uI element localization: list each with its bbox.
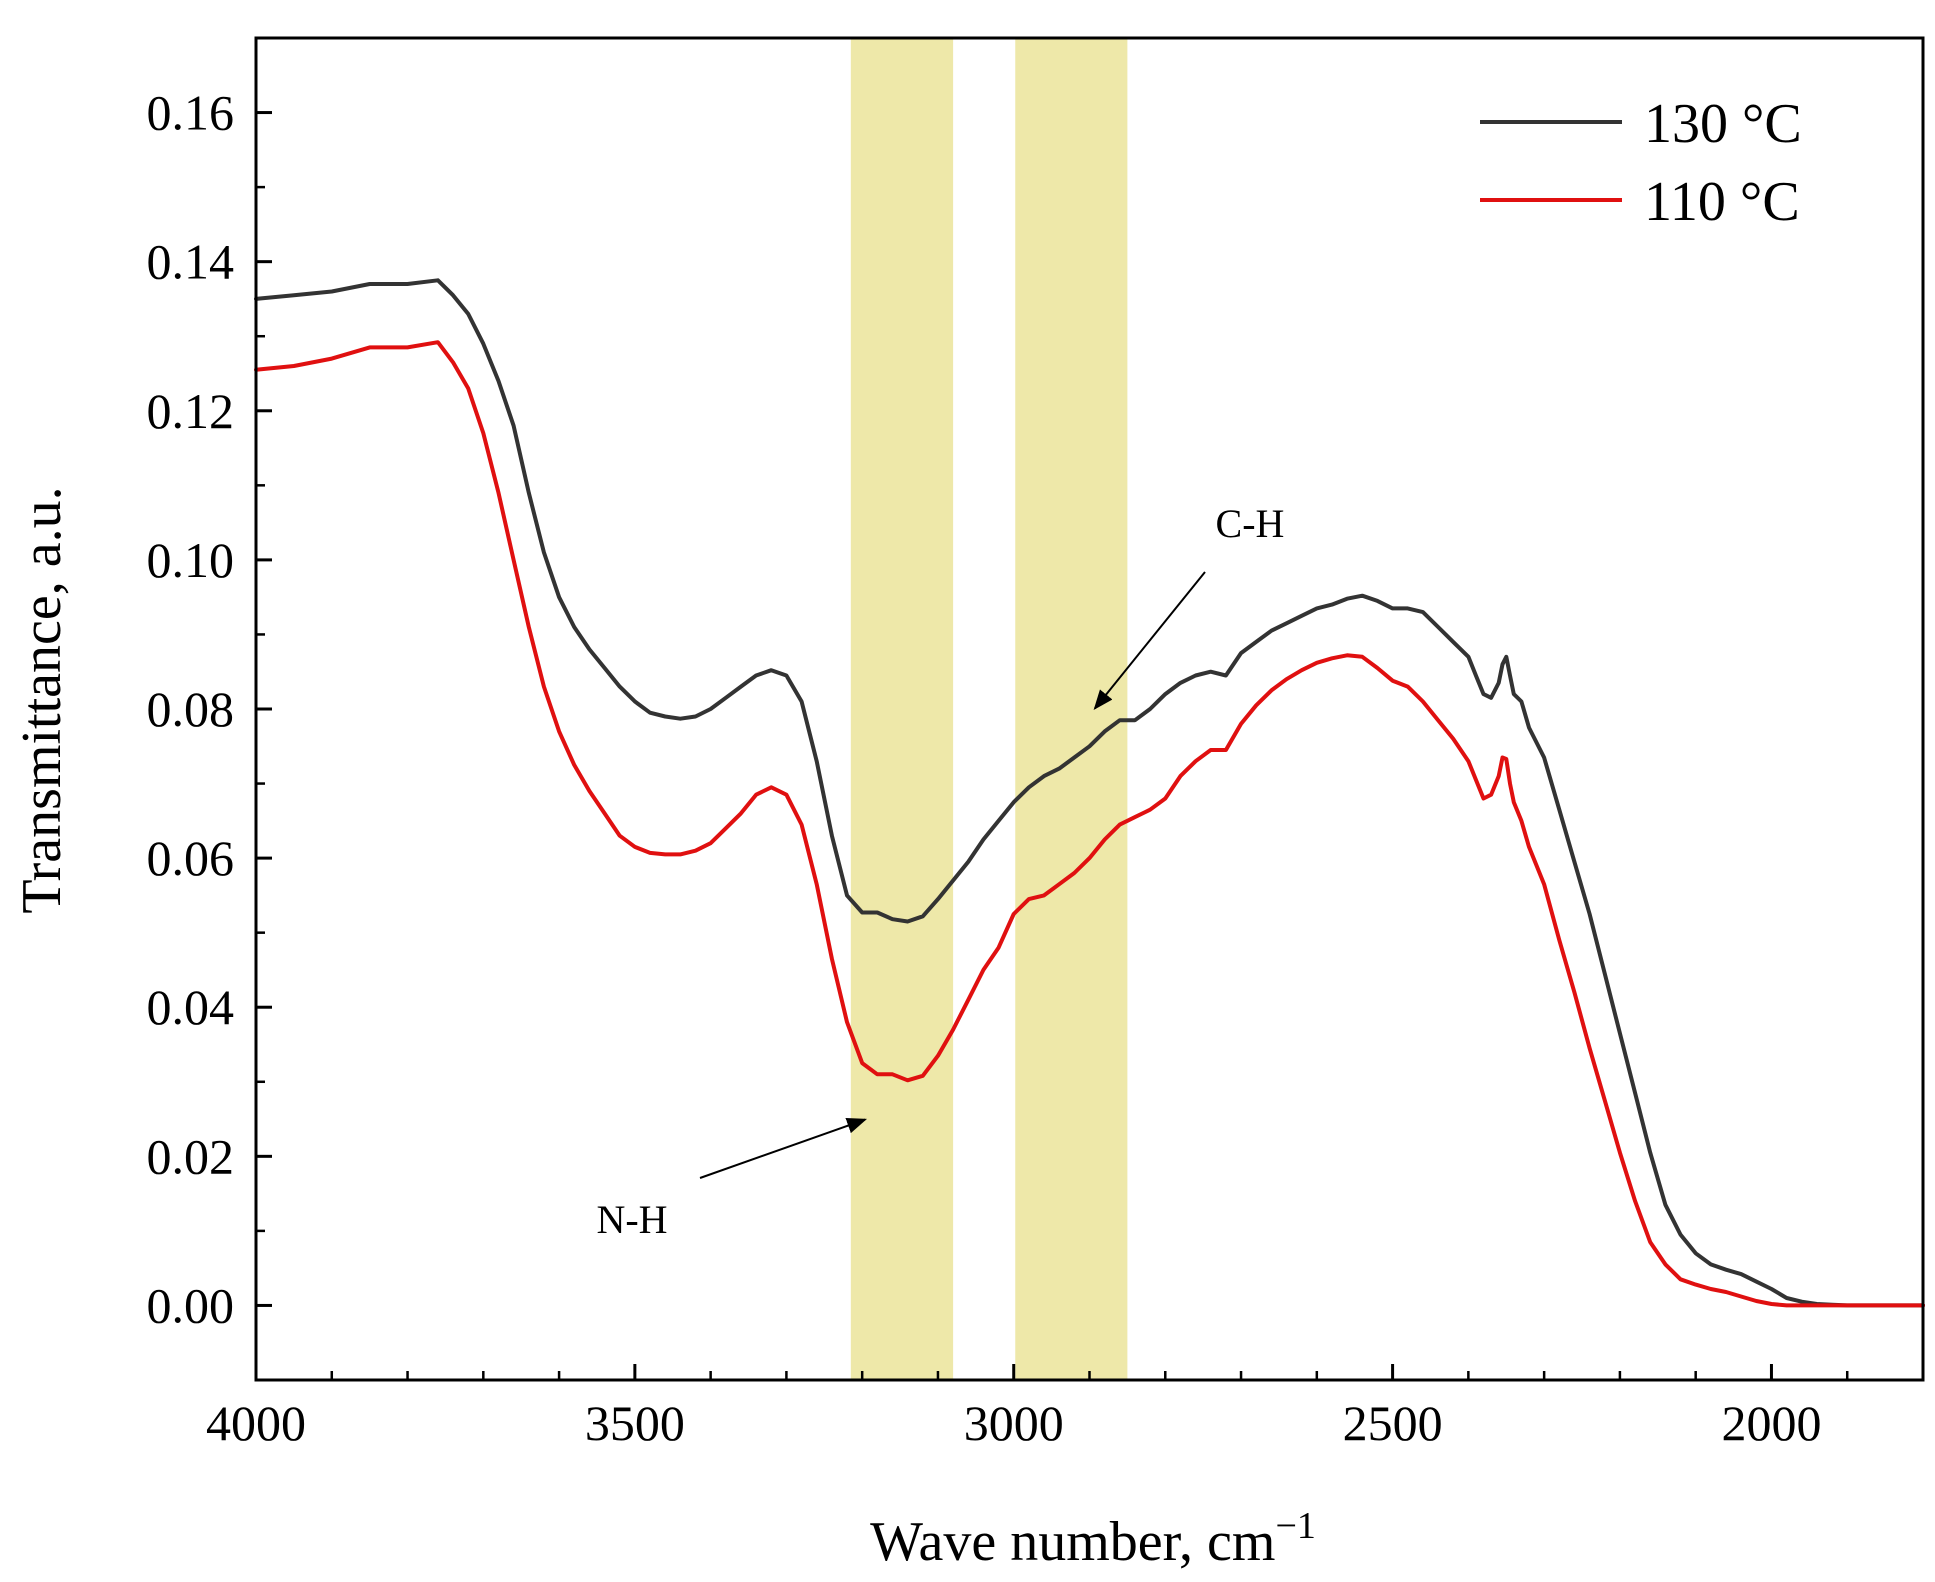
x-tick-label: 2000 <box>1721 1395 1821 1451</box>
series-line-130CC <box>254 278 1925 1308</box>
y-tick-label: 0.00 <box>147 1277 235 1333</box>
y-tick-label: 0.14 <box>147 234 235 290</box>
x-tick-label: 4000 <box>206 1395 306 1451</box>
x-axis-title-superscript: −1 <box>1275 1505 1315 1547</box>
annotation-ch-label: C-H <box>1216 501 1285 546</box>
highlight-band-1 <box>850 38 954 1380</box>
x-axis-title-text: Wave number, cm <box>870 1511 1275 1573</box>
series-lines <box>254 278 1925 1308</box>
annotation-ch-arrow <box>1093 571 1206 711</box>
highlight-band-2 <box>1015 38 1128 1380</box>
x-tick-label: 2500 <box>1343 1395 1443 1451</box>
series-line-110CC <box>254 340 1925 1308</box>
annotations: C-H N-H <box>596 501 1284 1242</box>
y-tick-label: 0.02 <box>147 1128 235 1184</box>
x-axis-title: Wave number, cm−1 <box>870 1505 1316 1573</box>
legend-label-2: 110 °C <box>1644 171 1800 233</box>
y-axis-title: Transmittance, a.u. <box>11 486 73 913</box>
y-tick-label: 0.08 <box>147 681 235 737</box>
legend-label-1: 130 °C <box>1644 93 1802 155</box>
y-tick-label: 0.10 <box>147 532 235 588</box>
y-tick-label: 0.16 <box>147 85 235 141</box>
y-tick-label: 0.12 <box>147 383 235 439</box>
y-tick-label: 0.04 <box>147 979 235 1035</box>
y-tick-label: 0.06 <box>147 830 235 886</box>
x-tick-label: 3000 <box>964 1395 1064 1451</box>
annotation-nh-arrow <box>699 1118 868 1179</box>
annotation-nh-label: N-H <box>596 1197 667 1242</box>
legend: 130 °C 110 °C <box>1480 93 1802 233</box>
highlight-bands <box>850 38 1128 1380</box>
x-tick-label: 3500 <box>585 1395 685 1451</box>
axis-ticks: 4000 3500 3000 2500 2000 0.00 0.02 0.04 0.06 0.08… <box>147 85 1925 1451</box>
